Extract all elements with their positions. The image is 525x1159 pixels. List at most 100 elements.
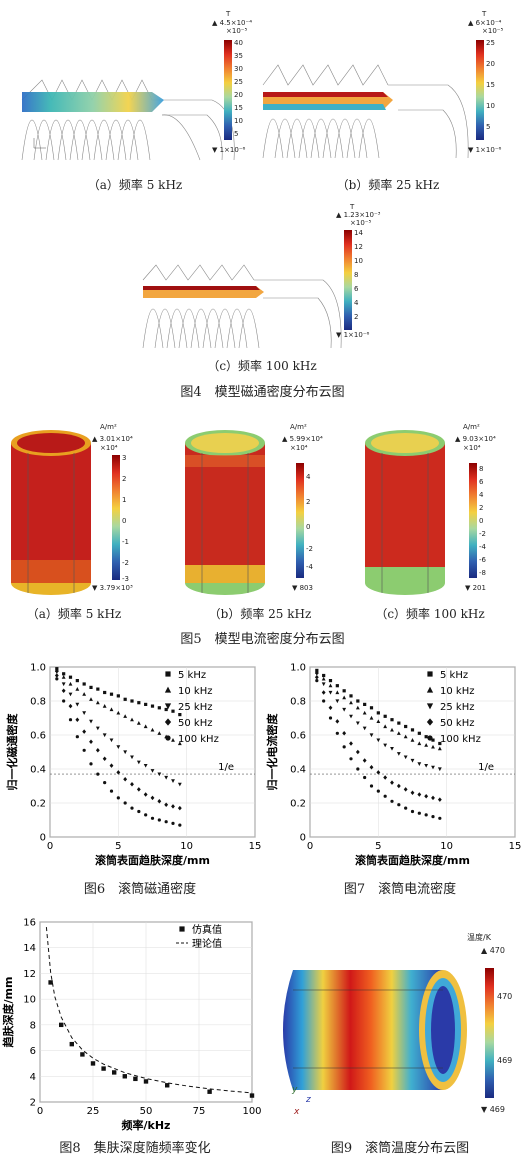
data-point [322, 699, 326, 703]
fig5-caption-c: （c）频率 100 kHz [375, 607, 485, 621]
data-point [437, 797, 442, 802]
x-tick-label: 100 [242, 1106, 261, 1117]
data-point [112, 1070, 117, 1075]
data-point [136, 760, 141, 765]
data-point [55, 677, 59, 681]
x-tick-label: 10 [180, 841, 193, 852]
data-point [130, 806, 134, 810]
colorbar-tick: -2 [306, 545, 313, 553]
data-point [68, 692, 73, 697]
data-point [171, 821, 175, 825]
data-point [424, 764, 429, 768]
data-point [383, 743, 388, 748]
y-axis-label: 归一化磁通密度 [5, 713, 19, 791]
data-point [335, 719, 340, 724]
colorbar-tick: 35 [234, 52, 243, 60]
data-point [349, 700, 353, 705]
data-point [410, 728, 415, 732]
data-point [369, 765, 374, 770]
colorbar-tick: 12 [354, 243, 363, 251]
data-point [438, 816, 442, 820]
colorbar-tick: 14 [354, 229, 363, 237]
y-tick-label: 1.0 [30, 663, 46, 674]
data-point [410, 790, 415, 796]
legend-swatch [427, 671, 433, 677]
x-tick-label: 5 [375, 841, 381, 852]
data-point [116, 710, 121, 715]
colorbar-tick: 6 [479, 478, 484, 486]
data-point [376, 719, 381, 723]
colorbar-tick: 2 [479, 504, 484, 512]
legend-label: 25 kHz [440, 702, 474, 713]
data-point [383, 775, 388, 780]
chart-fig8-skin-depth: 0 25 50 75 100 2 4 6 8 10 12 14 16 频率/kHz 趋肤深度/mm 仿真值理论… [1, 918, 262, 1133]
fig8-caption: 图8 集肤深度随频率变化 [59, 1141, 211, 1156]
colorbar-tick: 8 [354, 271, 359, 279]
data-point [157, 772, 162, 777]
fig9-axis-triad: y z x [290, 1085, 320, 1121]
colorbar-tick: 10 [234, 117, 243, 125]
x-tick-label: 0 [47, 841, 53, 852]
data-point [144, 813, 148, 817]
axis-x: x [294, 1107, 300, 1117]
colorbar-max: ▲ 470 [481, 946, 505, 955]
legend-label: 10 kHz [178, 686, 212, 697]
data-point [404, 724, 408, 729]
colorbar-min: ▼ 1×10⁻⁶ [468, 146, 502, 154]
fig5-panel-b-colorbar: A/m² ▲ 5.99×10⁴ ×10⁴ 4 2 0 -2 -4 ▼ 803 [282, 423, 357, 593]
data-point [150, 704, 155, 708]
y-tick-label: 10 [23, 995, 36, 1006]
data-point [424, 743, 429, 747]
x-tick-label: 0 [307, 841, 313, 852]
colorbar-tick: 0 [306, 523, 311, 531]
data-point [355, 721, 360, 726]
data-point [171, 709, 175, 713]
colorbar-tick: 15 [486, 81, 495, 89]
data-point [89, 697, 93, 701]
colorbar-tick: 15 [234, 104, 243, 112]
data-point [96, 772, 100, 776]
data-point [417, 762, 422, 766]
series-1 [54, 668, 182, 746]
data-point [315, 679, 319, 683]
legend-swatch [165, 735, 171, 741]
colorbar-tick: -3 [122, 575, 129, 583]
colorbar-tick: -2 [479, 530, 486, 538]
legend-label: 5 kHz [178, 670, 206, 681]
data-point [109, 707, 114, 712]
axis-y: y [292, 1085, 298, 1095]
y-tick-label: 2 [30, 1098, 36, 1109]
y-tick-label: 0.6 [290, 731, 306, 742]
data-point [355, 749, 360, 755]
series-3 [54, 673, 182, 811]
reference-line-label: 1/e [218, 762, 234, 773]
fig5-panel-b-render [185, 430, 265, 595]
data-point [82, 692, 87, 696]
colorbar-tick: 25 [234, 78, 243, 86]
data-point [109, 692, 114, 696]
data-point [102, 733, 107, 738]
data-point [177, 782, 182, 787]
y-tick-label: 0.8 [30, 697, 46, 708]
data-point [68, 675, 73, 679]
legend-swatch [427, 735, 433, 741]
data-point [150, 816, 155, 820]
y-tick-label: 16 [23, 918, 36, 929]
fig9-colorbar: 温度/K ▲ 470 470 469 ▼ 469 [463, 930, 525, 1130]
data-point [397, 721, 401, 725]
data-point [396, 783, 401, 789]
data-point [328, 683, 333, 688]
x-axis-label: 滚筒表面趋肤深度/mm [95, 853, 210, 867]
data-point [376, 770, 381, 775]
data-point [82, 729, 87, 734]
data-point [383, 714, 387, 718]
colorbar-tick: 40 [234, 39, 243, 47]
y-axis-label: 归一化电流密度 [265, 713, 279, 791]
data-point [342, 745, 346, 749]
y-tick-label: 8 [30, 1020, 36, 1031]
colorbar-unit: 温度/K [467, 933, 491, 942]
data-point [417, 731, 421, 735]
data-point [89, 719, 93, 724]
data-point [437, 746, 442, 751]
y-tick-label: 0.6 [30, 731, 46, 742]
